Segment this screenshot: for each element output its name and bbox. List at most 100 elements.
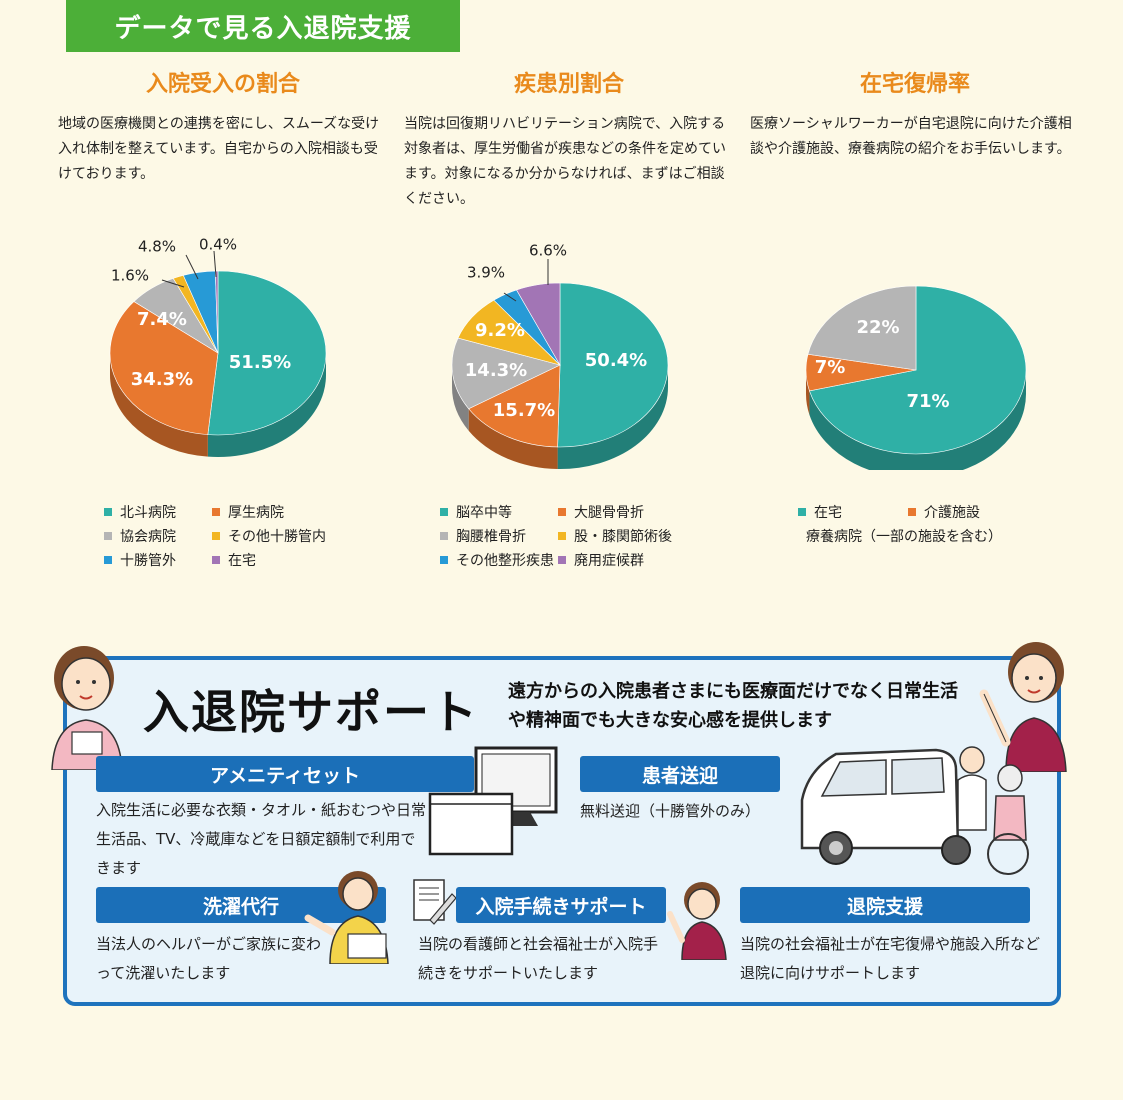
amenity-heading: アメニティセット — [96, 756, 474, 792]
section-text: 当院は回復期リハビリテーション病院で、入院する対象者は、厚生労働省が疾患などの条… — [404, 116, 726, 207]
data-label: 14.3% — [465, 360, 527, 381]
pie-slice — [468, 364, 561, 448]
document-pen-icon — [413, 879, 457, 925]
data-label: 6.6% — [529, 242, 567, 260]
pie-slice-side — [557, 365, 668, 469]
legend-swatch — [558, 556, 566, 564]
legend-swatch — [104, 556, 112, 564]
pie-chart-home-return: 71% 7% 22% — [805, 285, 1027, 470]
legend-swatch — [440, 532, 448, 540]
legend-item: 介護施設 — [908, 502, 980, 522]
legend-item: 脳卒中等 — [440, 502, 558, 522]
support-lead: 遠方からの入院患者さまにも医療面だけでなく日常生活や精神面でも大きな安心感を提供… — [508, 681, 958, 731]
data-label: 1.6% — [111, 267, 149, 285]
amenity-text: 入院生活に必要な衣類・タオル・紙おむつや日常生活品、TV、冷蔵庫などを日額定額制… — [96, 801, 427, 877]
data-label: 71% — [906, 391, 949, 412]
legend-disease: 脳卒中等 大腿骨骨折 胸腰椎骨折 股・膝関節術後 その他整形疾患 廃用症候群 — [440, 500, 672, 572]
van-wheelchair-illustration — [800, 746, 1029, 875]
pie-slice — [807, 285, 917, 371]
legend-row: 在宅 介護施設 — [798, 500, 980, 524]
section-title: 在宅復帰率 — [859, 72, 970, 97]
legend-label: 十勝管外 — [120, 553, 176, 569]
data-label: 7.4% — [137, 309, 187, 330]
legend-row: 協会病院 その他十勝管内 — [104, 524, 326, 548]
legend-swatch — [440, 508, 448, 516]
legend-label: 介護施設 — [924, 505, 980, 521]
pie-chart-disease: 50.4% 15.7% 14.3% 9.2% 3.9% 6.6% — [451, 242, 669, 469]
legend-row: 脳卒中等 大腿骨骨折 — [440, 500, 672, 524]
data-label: 3.9% — [467, 264, 505, 282]
section-home-return: 在宅復帰率 医療ソーシャルワーカーが自宅退院に向けた介護相談や介護施設、療養病院… — [750, 68, 1080, 162]
legend-item: 在宅 — [212, 550, 256, 570]
admission-support-heading: 入院手続きサポート — [456, 887, 666, 923]
section-title: 入院受入の割合 — [145, 72, 300, 97]
legend-swatch — [798, 508, 806, 516]
legend-item: 廃用症候群 — [558, 550, 644, 570]
pie-slice-side — [207, 353, 326, 457]
tv-fridge-illustration — [428, 746, 558, 856]
pie-slice — [451, 337, 561, 410]
legend-item: その他十勝管内 — [212, 526, 326, 546]
legend-item: 股・膝関節術後 — [558, 526, 672, 546]
legend-swatch — [440, 556, 448, 564]
legend-item: その他整形疾患 — [440, 550, 558, 570]
discharge-text: 当院の社会福祉士が在宅復帰や施設入所など退院に向けサポートします — [740, 935, 1041, 982]
section-text: 医療ソーシャルワーカーが自宅退院に向けた介護相談や介護施設、療養病院の紹介をお手… — [750, 116, 1072, 157]
legend-row: 十勝管外 在宅 — [104, 548, 326, 572]
legend-item: 十勝管外 — [104, 550, 212, 570]
legend-row: その他整形疾患 廃用症候群 — [440, 548, 672, 572]
discharge-heading: 退院支援 — [740, 887, 1030, 923]
section-admission: 入院受入の割合 地域の医療機関との連携を密にし、スムーズな受け入れ体制を整えてい… — [58, 68, 388, 187]
transport-text: 無料送迎（十勝管外のみ） — [580, 802, 761, 820]
legend-swatch — [104, 532, 112, 540]
legend-label: 在宅 — [814, 505, 842, 521]
pie-chart-admission: 51.5% 34.3% 7.4% 1.6% 4.8% 0.4% — [109, 236, 327, 457]
support-title: 入退院サポート — [143, 685, 479, 739]
data-label: 50.4% — [585, 350, 647, 371]
nurse-small-illustration — [667, 882, 727, 960]
legend-label: 厚生病院 — [228, 505, 284, 521]
pie-slice — [109, 301, 219, 435]
legend-item: 厚生病院 — [212, 502, 284, 522]
legend-row: 北斗病院 厚生病院 — [104, 500, 326, 524]
legend-item: 北斗病院 — [104, 502, 212, 522]
nurse-illustration — [51, 646, 123, 770]
legend-label: 療養病院（一部の施設を含む） — [806, 529, 1002, 545]
legend-row: 胸腰椎骨折 股・膝関節術後 — [440, 524, 672, 548]
legend-item: 協会病院 — [104, 526, 212, 546]
pie-slice — [557, 282, 669, 448]
data-label: 51.5% — [229, 352, 291, 373]
legend-label: 協会病院 — [120, 529, 176, 545]
legend-swatch — [212, 532, 220, 540]
section-text: 地域の医療機関との連携を密にし、スムーズな受け入れ体制を整えています。自宅からの… — [58, 116, 380, 182]
data-label: 15.7% — [493, 400, 555, 421]
laundry-text: 当法人のヘルパーがご家族に変わって洗濯いたします — [96, 935, 322, 982]
legend-label: 在宅 — [228, 553, 256, 569]
legend-label: その他十勝管内 — [228, 529, 326, 545]
data-label: 9.2% — [475, 320, 525, 341]
legend-item: 療養病院（一部の施設を含む） — [798, 526, 1002, 546]
pie-slice-side — [452, 365, 469, 431]
helper-laundry-illustration — [304, 871, 389, 964]
leader-line — [503, 292, 517, 302]
legend-row: 療養病院（一部の施設を含む） — [798, 524, 1002, 548]
legend-swatch — [104, 508, 112, 516]
pie-slice — [207, 270, 327, 436]
admission-support-text: 当院の看護師と社会福祉士が入院手続きをサポートいたします — [418, 935, 659, 982]
legend-swatch — [212, 556, 220, 564]
pie-slice-side — [809, 370, 1026, 470]
legend-item: 在宅 — [798, 502, 908, 522]
data-label: 4.8% — [138, 238, 176, 256]
pie-slice-side — [468, 408, 558, 469]
data-label: 34.3% — [131, 369, 193, 390]
nurse-pointing-illustration — [979, 642, 1067, 772]
pie-slice — [516, 282, 561, 367]
data-label: 7% — [815, 357, 846, 378]
legend-label: その他整形疾患 — [456, 553, 554, 569]
legend-label: 廃用症候群 — [574, 553, 644, 569]
leader-line — [185, 254, 199, 280]
pie-slice — [809, 285, 1027, 455]
legend-swatch — [212, 508, 220, 516]
legend-item: 胸腰椎骨折 — [440, 526, 558, 546]
section-title: 疾患別割合 — [513, 72, 624, 97]
